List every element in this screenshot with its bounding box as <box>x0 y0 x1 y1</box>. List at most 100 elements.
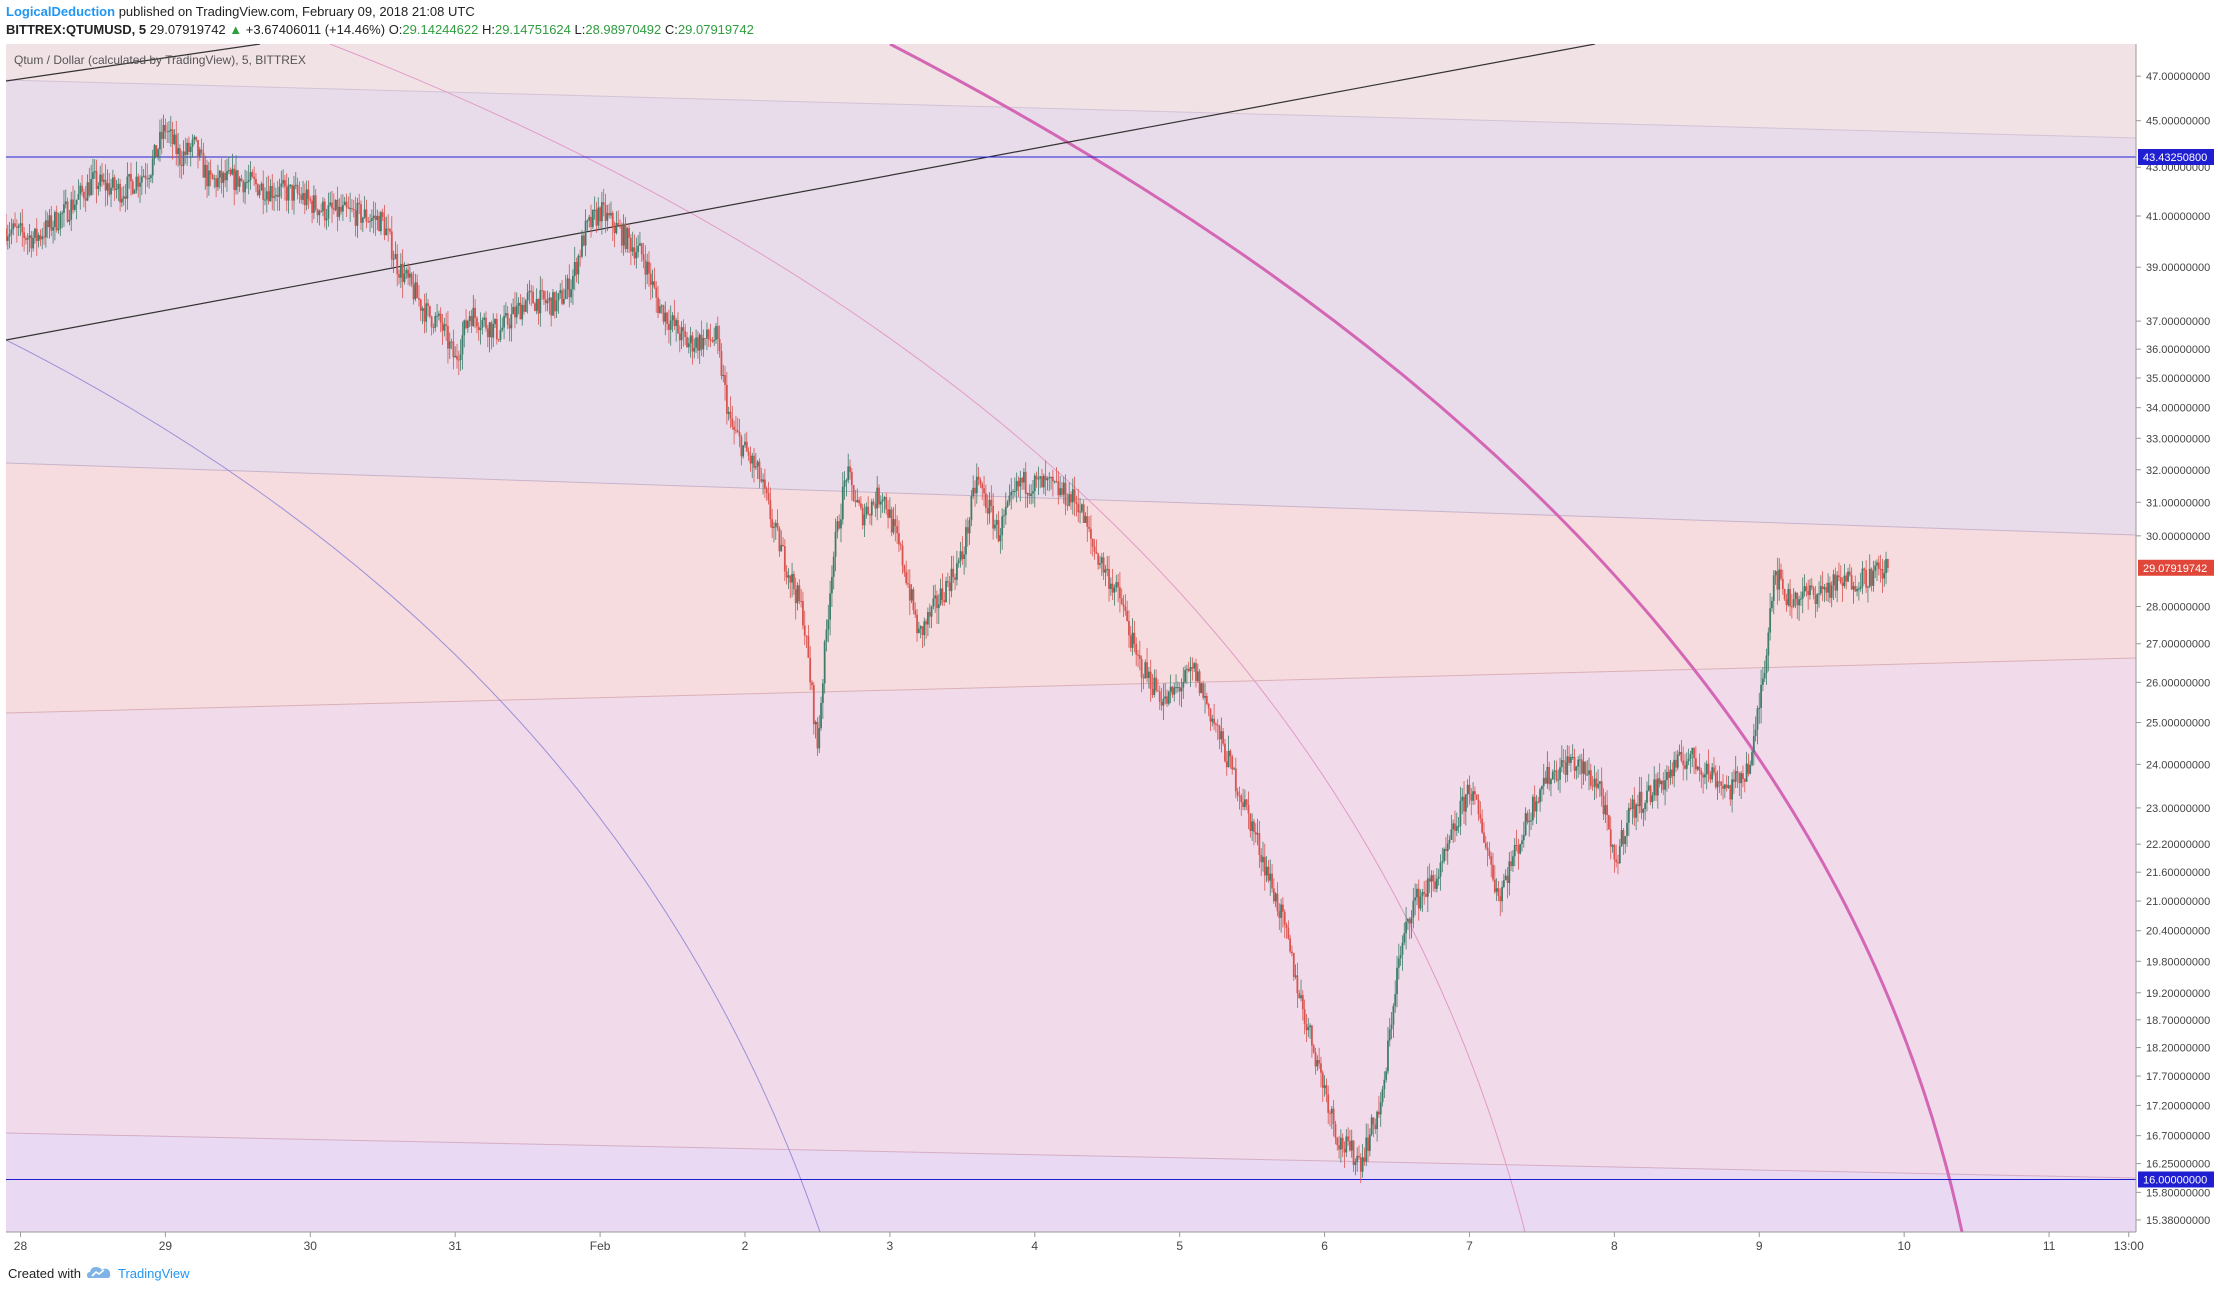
candle-body <box>1586 774 1589 776</box>
candle-body <box>376 215 379 221</box>
x-tick-label: 29 <box>159 1239 173 1253</box>
candle-body <box>1588 770 1590 775</box>
tradingview-brand[interactable]: TradingView <box>118 1266 190 1281</box>
candle-body <box>1064 482 1067 505</box>
candle-body <box>63 204 65 213</box>
candle-body <box>619 225 621 227</box>
candle-body <box>850 472 853 486</box>
candle-body <box>655 287 658 298</box>
candle-body <box>1446 843 1449 851</box>
candle-body <box>704 337 707 339</box>
candle-body <box>923 621 926 636</box>
candle-body <box>506 313 509 325</box>
candle-body <box>1769 608 1772 633</box>
candle-body <box>1876 562 1878 566</box>
candle-body <box>1376 1111 1378 1130</box>
candle-body <box>521 304 524 320</box>
candle-body <box>41 236 44 240</box>
candle-body <box>981 484 984 489</box>
candle-body <box>1042 475 1045 488</box>
time-axis[interactable]: 28 29 30 31 Feb 2 3 4 5 6 7 8 9 10 11 13:00 <box>14 1232 2144 1253</box>
candle-body <box>537 299 540 314</box>
candle-body <box>1291 951 1293 954</box>
candle-body <box>399 263 402 278</box>
candle-body <box>242 180 245 193</box>
author-link[interactable]: LogicalDeduction <box>6 4 116 19</box>
candle-body <box>975 476 978 494</box>
candle-body <box>227 169 230 172</box>
candle-body <box>504 313 507 316</box>
price-axis[interactable]: 47.00000000 45.00000000 43.00000000 41.0000… <box>2136 71 2210 1227</box>
candle-body <box>581 235 583 257</box>
candle-body <box>959 551 962 561</box>
candle-body <box>1693 747 1695 759</box>
tradingview-logo-icon[interactable] <box>86 1264 112 1282</box>
candle-body <box>709 339 712 341</box>
candle-body <box>843 480 846 487</box>
candle-body <box>524 300 527 312</box>
candle-body <box>202 152 205 178</box>
candle-body <box>1202 683 1205 698</box>
level-tag-lower: 16.00000000 <box>2143 1174 2207 1186</box>
fib-line-4 <box>6 1132 2136 1179</box>
candle-body <box>573 261 576 277</box>
candle-body <box>309 198 312 201</box>
candle-body <box>1220 731 1223 740</box>
candle-body <box>271 186 274 198</box>
candle-body <box>684 331 687 337</box>
candle-body <box>550 297 553 316</box>
candle-body <box>615 222 618 234</box>
candle-body <box>1577 759 1580 767</box>
candle-body <box>1821 586 1824 590</box>
candle-body <box>1138 655 1141 659</box>
candle-body <box>845 480 848 482</box>
low-label: L: <box>574 22 586 37</box>
candle-body <box>448 341 451 349</box>
candle-body <box>861 507 864 526</box>
candle-body <box>774 522 777 527</box>
candle-body <box>419 299 422 311</box>
candle-body <box>1559 767 1561 780</box>
candle-body <box>1640 791 1643 813</box>
candle-body <box>662 305 665 322</box>
candle-body <box>490 322 493 338</box>
candle-body <box>1854 586 1857 592</box>
plot-area[interactable] <box>5 44 2136 1232</box>
candle-body <box>88 182 91 196</box>
candle-body <box>81 185 83 192</box>
candle-body <box>226 171 228 181</box>
candle-body <box>715 326 717 340</box>
candle-body <box>197 140 199 158</box>
candle-body <box>327 205 330 219</box>
candle-body <box>189 146 192 153</box>
candle-body <box>1780 569 1782 579</box>
candle-body <box>1379 1102 1382 1115</box>
candle-body <box>1745 763 1748 782</box>
candle-body <box>1497 888 1500 896</box>
candle-body <box>1406 918 1409 922</box>
candle-body <box>1508 861 1511 884</box>
candle-body <box>680 327 683 341</box>
candle-body <box>1349 1140 1351 1151</box>
candle-body <box>767 493 770 501</box>
candle-body <box>8 234 11 237</box>
price-chart[interactable]: 47.00000000 45.00000000 43.00000000 41.0000… <box>0 0 2218 1257</box>
candle-body <box>305 189 308 206</box>
candle-body <box>1566 756 1569 775</box>
candle-body <box>1093 546 1096 552</box>
candle-body <box>1841 582 1844 587</box>
x-tick-label: 13:00 <box>2114 1239 2144 1253</box>
candle-body <box>807 636 810 658</box>
candle-body <box>811 682 813 686</box>
candle-body <box>1055 481 1058 483</box>
candle-body <box>1122 604 1125 607</box>
candle-body <box>599 207 601 222</box>
candle-body <box>1307 1027 1310 1031</box>
candle-body <box>30 235 33 249</box>
candle-body <box>572 276 574 290</box>
candle-body <box>725 384 728 414</box>
candle-body <box>316 209 319 216</box>
candle-body <box>1582 761 1585 774</box>
candle-body <box>872 501 875 504</box>
candle-body <box>1488 850 1491 857</box>
